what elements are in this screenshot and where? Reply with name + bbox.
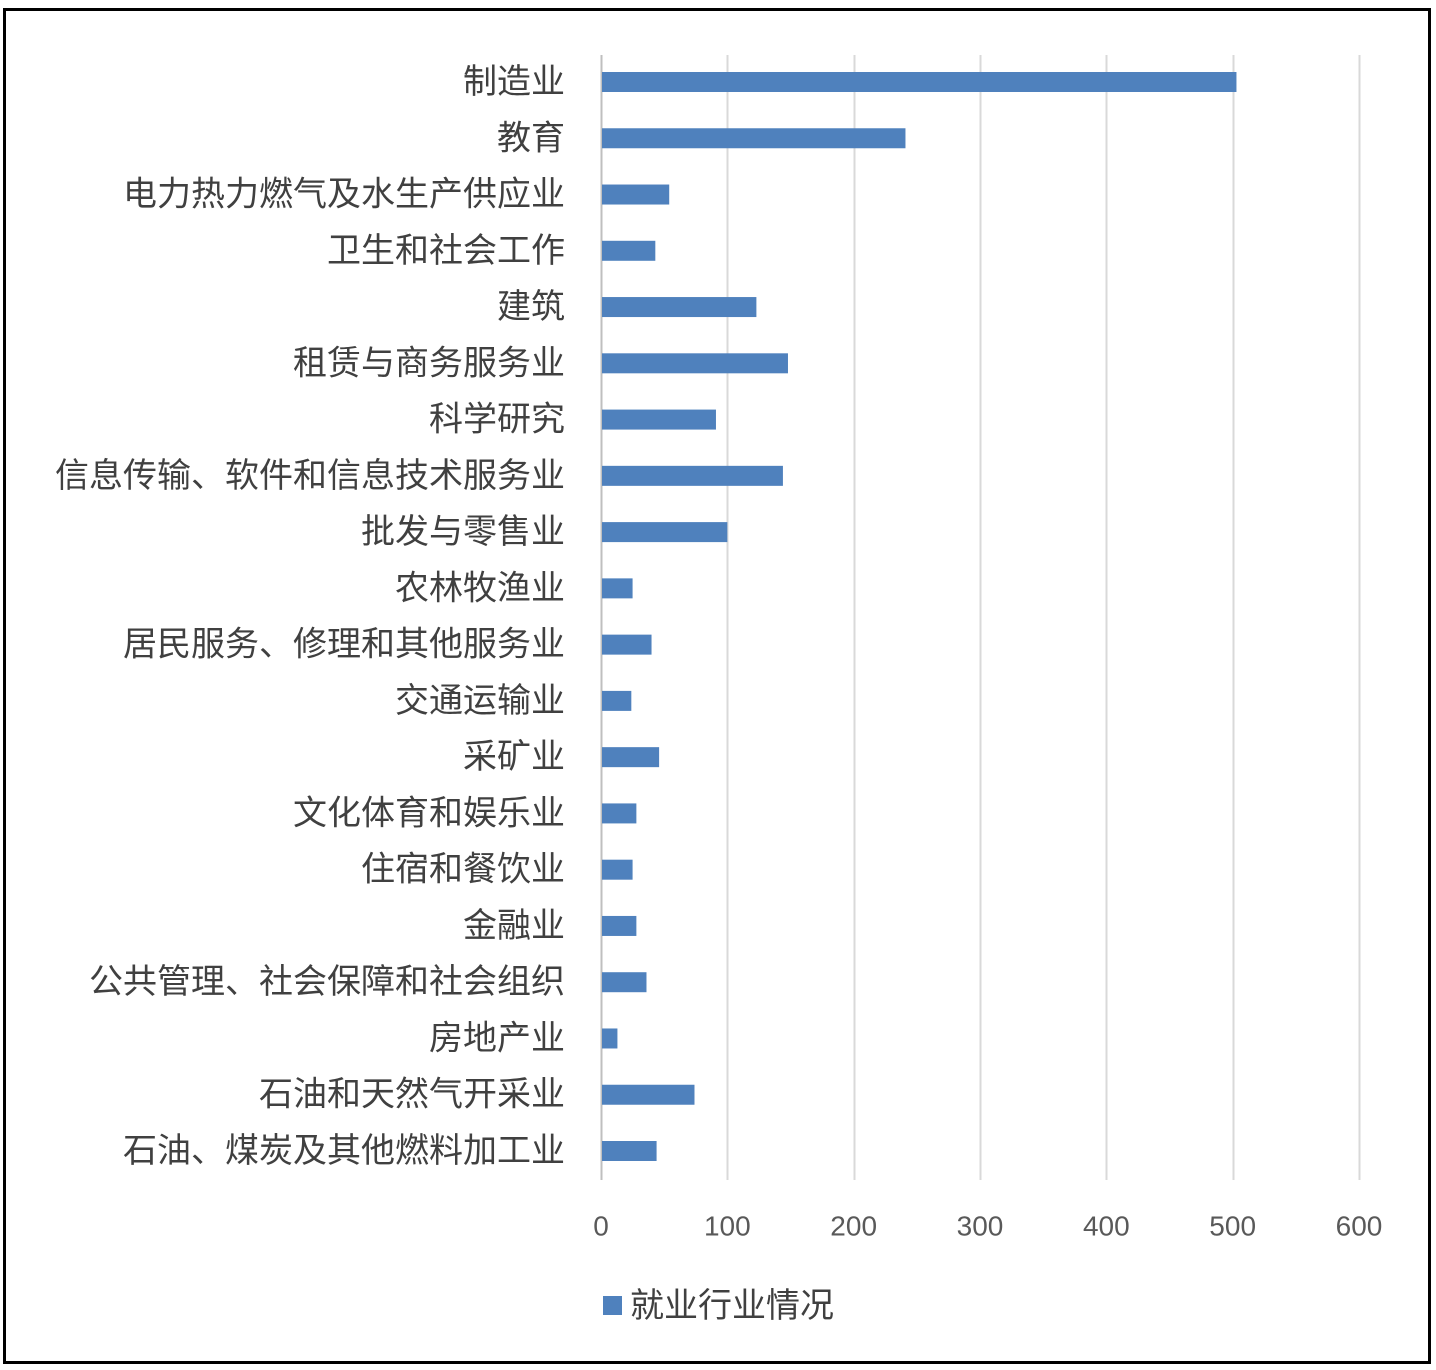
category-label-16: 金融业 (463, 906, 565, 946)
legend-swatch (603, 1296, 622, 1315)
category-label-12: 交通运输业 (395, 681, 565, 721)
bar-8 (602, 465, 783, 486)
bar-4 (602, 240, 656, 261)
bar-19 (602, 1084, 695, 1105)
category-labels: 制造业教育电力热力燃气及水生产供应业卫生和社会工作建筑租赁与商务服务业科学研究信… (55, 62, 565, 1171)
x-tick-label-0: 0 (593, 1211, 609, 1242)
bar-11 (602, 634, 652, 655)
bar-7 (602, 409, 716, 430)
category-label-10: 农林牧渔业 (395, 568, 565, 608)
chart-border (3, 8, 1431, 1364)
category-label-14: 文化体育和娱乐业 (293, 793, 565, 833)
category-label-7: 科学研究 (429, 400, 565, 440)
x-tick-label-300: 300 (957, 1211, 1004, 1242)
bar-18 (602, 1028, 618, 1049)
legend-label: 就业行业情况 (630, 1286, 834, 1326)
category-label-5: 建筑 (497, 287, 565, 327)
category-label-6: 租赁与商务服务业 (293, 343, 565, 383)
category-label-13: 采矿业 (463, 737, 565, 777)
bar-20 (602, 1141, 657, 1161)
x-tick-label-400: 400 (1083, 1211, 1130, 1242)
legend: 就业行业情况 (603, 1286, 834, 1326)
bar-15 (602, 859, 633, 880)
category-label-11: 居民服务、修理和其他服务业 (123, 625, 565, 665)
x-tick-label-200: 200 (830, 1211, 877, 1242)
bar-13 (602, 747, 660, 768)
category-label-17: 公共管理、社会保障和社会组织 (89, 962, 565, 1002)
category-label-8: 信息传输、软件和信息技术服务业 (55, 456, 565, 496)
bar-10 (602, 578, 633, 599)
bar-6 (602, 353, 788, 374)
bar-9 (602, 522, 728, 543)
category-label-15: 住宿和餐饮业 (361, 850, 565, 890)
bar-16 (602, 915, 637, 936)
category-label-4: 卫生和社会工作 (327, 231, 565, 271)
bar-17 (602, 972, 647, 993)
bar-1 (602, 72, 1237, 92)
bar-14 (602, 803, 637, 824)
gridlines (600, 55, 1361, 1180)
bar-12 (602, 690, 632, 711)
x-tick-label-500: 500 (1209, 1211, 1256, 1242)
category-label-20: 石油、煤炭及其他燃料加工业 (123, 1131, 565, 1171)
category-label-19: 石油和天然气开采业 (259, 1075, 565, 1115)
category-label-2: 教育 (497, 118, 565, 158)
bar-5 (602, 297, 757, 318)
x-tick-label-600: 600 (1336, 1211, 1383, 1242)
x-axis-tick-labels: 0 100 200 300 400 500 600 (593, 1211, 1382, 1242)
bars (602, 72, 1237, 1161)
category-label-3: 电力热力燃气及水生产供应业 (123, 175, 565, 215)
bar-3 (602, 184, 670, 205)
category-label-9: 批发与零售业 (361, 512, 565, 552)
category-label-1: 制造业 (463, 62, 565, 102)
bar-2 (602, 128, 906, 149)
x-tick-label-100: 100 (704, 1211, 751, 1242)
category-label-18: 房地产业 (429, 1018, 565, 1058)
